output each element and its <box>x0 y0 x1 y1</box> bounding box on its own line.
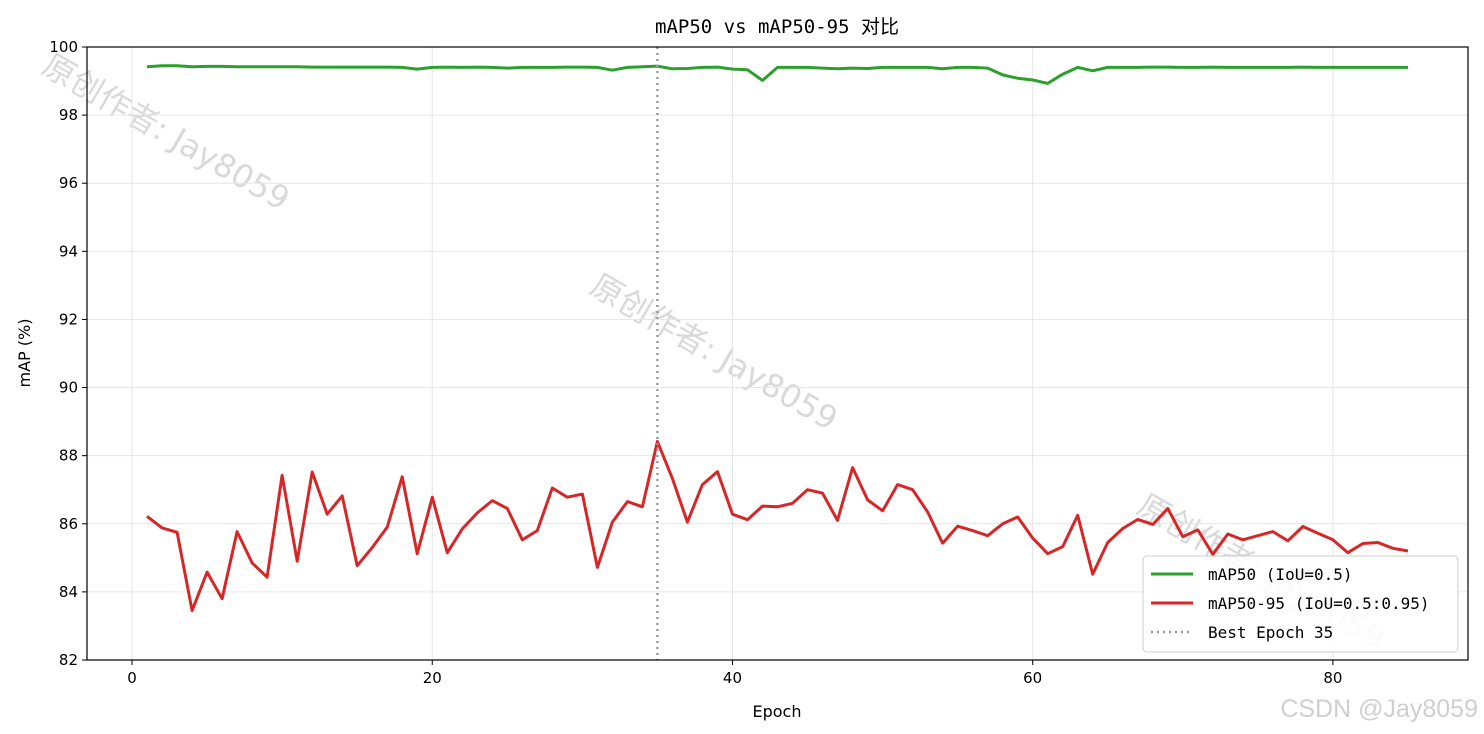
legend-label-map50-95: mAP50-95 (IoU=0.5:0.95) <box>1208 594 1430 613</box>
ticks: 0 20 40 60 80 82 84 86 88 90 92 94 96 98 100 <box>49 38 1342 687</box>
series-layer <box>146 47 1409 660</box>
y-tick-label: 100 <box>49 38 78 56</box>
x-tick-label: 20 <box>423 669 442 687</box>
legend-label-map50: mAP50 (IoU=0.5) <box>1208 565 1353 584</box>
y-tick-label: 86 <box>59 515 78 533</box>
x-axis-label: Epoch <box>753 702 802 721</box>
y-tick-label: 98 <box>59 106 78 124</box>
y-axis-label: mAP (%) <box>15 319 34 388</box>
y-tick-label: 84 <box>59 583 78 601</box>
legend-label-best-epoch: Best Epoch 35 <box>1208 623 1333 642</box>
y-tick-label: 96 <box>59 174 78 192</box>
y-tick-label: 92 <box>59 310 78 328</box>
y-tick-label: 94 <box>59 242 78 260</box>
series-line-map50-95 <box>146 439 1409 613</box>
series-line-map50 <box>146 64 1408 85</box>
chart-title: mAP50 vs mAP50-95 对比 <box>655 16 899 38</box>
y-tick-label: 82 <box>59 651 78 669</box>
y-tick-label: 88 <box>59 447 78 465</box>
watermark-text: 原创作者: Jay8059 <box>584 266 844 438</box>
y-tick-label: 90 <box>59 379 78 397</box>
watermark-text: 原创作者: Jay8059 <box>36 46 296 218</box>
csdn-watermark: CSDN @Jay8059 <box>1280 695 1478 723</box>
legend: mAP50 (IoU=0.5) mAP50-95 (IoU=0.5:0.95) … <box>1142 555 1459 653</box>
x-tick-label: 0 <box>127 669 137 687</box>
plot-frame <box>86 46 1469 661</box>
x-tick-label: 60 <box>1023 669 1042 687</box>
x-tick-label: 80 <box>1323 669 1342 687</box>
legend-frame <box>1142 555 1459 653</box>
x-tick-label: 40 <box>723 669 742 687</box>
